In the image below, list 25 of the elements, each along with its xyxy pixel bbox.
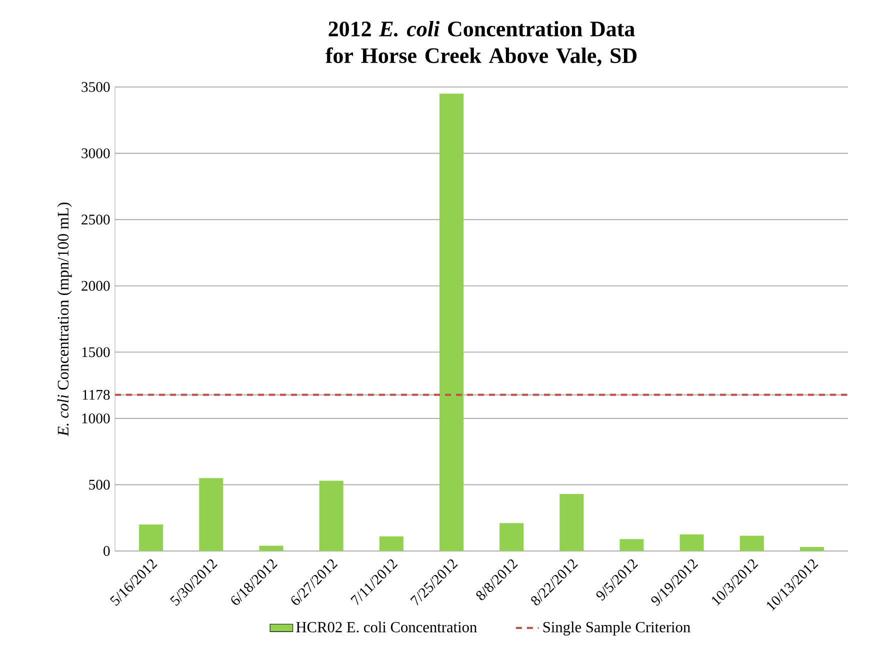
y-tick-label: 3000	[82, 148, 110, 158]
bar	[680, 534, 704, 551]
bar	[139, 524, 164, 551]
y-tick-label: 1178	[82, 390, 110, 400]
legend-label: HCR02 E. coli Concentration	[296, 622, 477, 632]
bar	[319, 480, 344, 551]
y-tick-label: 500	[89, 480, 110, 490]
bar	[620, 539, 644, 551]
y-tick-label: 2000	[82, 280, 110, 291]
y-axis-title: E. coli Concentration (mpn/100 mL)	[57, 202, 72, 436]
y-tick-label: 1000	[82, 413, 110, 424]
y-tick-label: 1500	[82, 347, 110, 358]
y-tick-label: 2500	[82, 214, 110, 225]
legend-label: Single Sample Criterion	[543, 622, 690, 636]
bar	[259, 546, 284, 551]
bar	[740, 536, 764, 551]
y-tick-label: 0	[104, 546, 110, 556]
bar	[439, 94, 464, 551]
bar	[560, 494, 584, 551]
bar	[800, 547, 824, 551]
y-tick-label: 3500	[82, 82, 110, 92]
bar	[500, 523, 524, 551]
bar	[379, 536, 404, 551]
chart-title: 2012 E. coli Concentration Data for Horse Creek Above Vale, SD	[326, 20, 637, 66]
bar	[199, 478, 224, 551]
